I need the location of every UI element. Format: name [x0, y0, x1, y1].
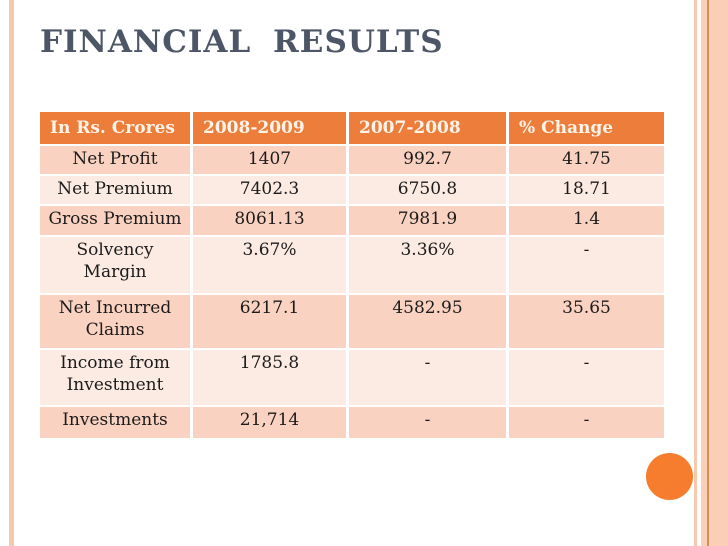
row-value: 1785.8 — [193, 350, 349, 407]
row-label: Net Profit — [40, 146, 193, 176]
right-border-accent-line — [707, 0, 709, 546]
row-label: Investments — [40, 407, 193, 440]
column-header-2007-2008: 2007-2008 — [349, 112, 509, 146]
table-row: Net Premium 7402.3 6750.8 18.71 — [40, 176, 664, 206]
row-value: - — [509, 237, 664, 295]
row-label: Solvency Margin — [40, 237, 193, 295]
column-header-percent-change: % Change — [509, 112, 664, 146]
row-value: - — [349, 407, 509, 440]
row-value: 18.71 — [509, 176, 664, 206]
row-value: 35.65 — [509, 295, 664, 350]
row-value: 3.67% — [193, 237, 349, 295]
row-value: - — [349, 350, 509, 407]
row-value: 992.7 — [349, 146, 509, 176]
table-header: In Rs. Crores 2008-2009 2007-2008 % Chan… — [40, 112, 664, 146]
financial-results-table: In Rs. Crores 2008-2009 2007-2008 % Chan… — [40, 112, 664, 440]
row-label: Net Premium — [40, 176, 193, 206]
decorative-circle — [646, 453, 693, 500]
table-row: Net Incurred Claims 6217.1 4582.95 35.65 — [40, 295, 664, 350]
row-value: - — [509, 350, 664, 407]
row-value: 7981.9 — [349, 206, 509, 237]
right-inner-stripe — [694, 0, 697, 546]
left-border-stripe — [9, 0, 14, 546]
table-body: Net Profit 1407 992.7 41.75 Net Premium 7402.… — [40, 146, 664, 440]
table-header-row: In Rs. Crores 2008-2009 2007-2008 % Chan… — [40, 112, 664, 146]
slide-title: FINANCIAL RESULTS — [40, 24, 444, 60]
row-value: 6750.8 — [349, 176, 509, 206]
table-row: Investments 21,714- - — [40, 407, 664, 440]
table-row: Solvency Margin 3.67% 3.36% - — [40, 237, 664, 295]
column-header-2008-2009: 2008-2009 — [193, 112, 349, 146]
table-row: Income from Investment 1785.8- - — [40, 350, 664, 407]
row-value: - — [509, 407, 664, 440]
row-label: Income from Investment — [40, 350, 193, 407]
row-value: 41.75 — [509, 146, 664, 176]
column-header-in-rs-crores: In Rs. Crores — [40, 112, 193, 146]
row-value: 21,714 — [193, 407, 349, 440]
row-value: 1.4 — [509, 206, 664, 237]
right-border-band — [701, 0, 728, 546]
row-value: 8061.13 — [193, 206, 349, 237]
row-value: 3.36% — [349, 237, 509, 295]
table-row: Net Profit 1407 992.7 41.75 — [40, 146, 664, 176]
row-label: Net Incurred Claims — [40, 295, 193, 350]
table-row: Gross Premium 8061.13 7981.9 1.4 — [40, 206, 664, 237]
row-value: 1407 — [193, 146, 349, 176]
row-value: 6217.1 — [193, 295, 349, 350]
row-label: Gross Premium — [40, 206, 193, 237]
row-value: 7402.3 — [193, 176, 349, 206]
row-value: 4582.95 — [349, 295, 509, 350]
